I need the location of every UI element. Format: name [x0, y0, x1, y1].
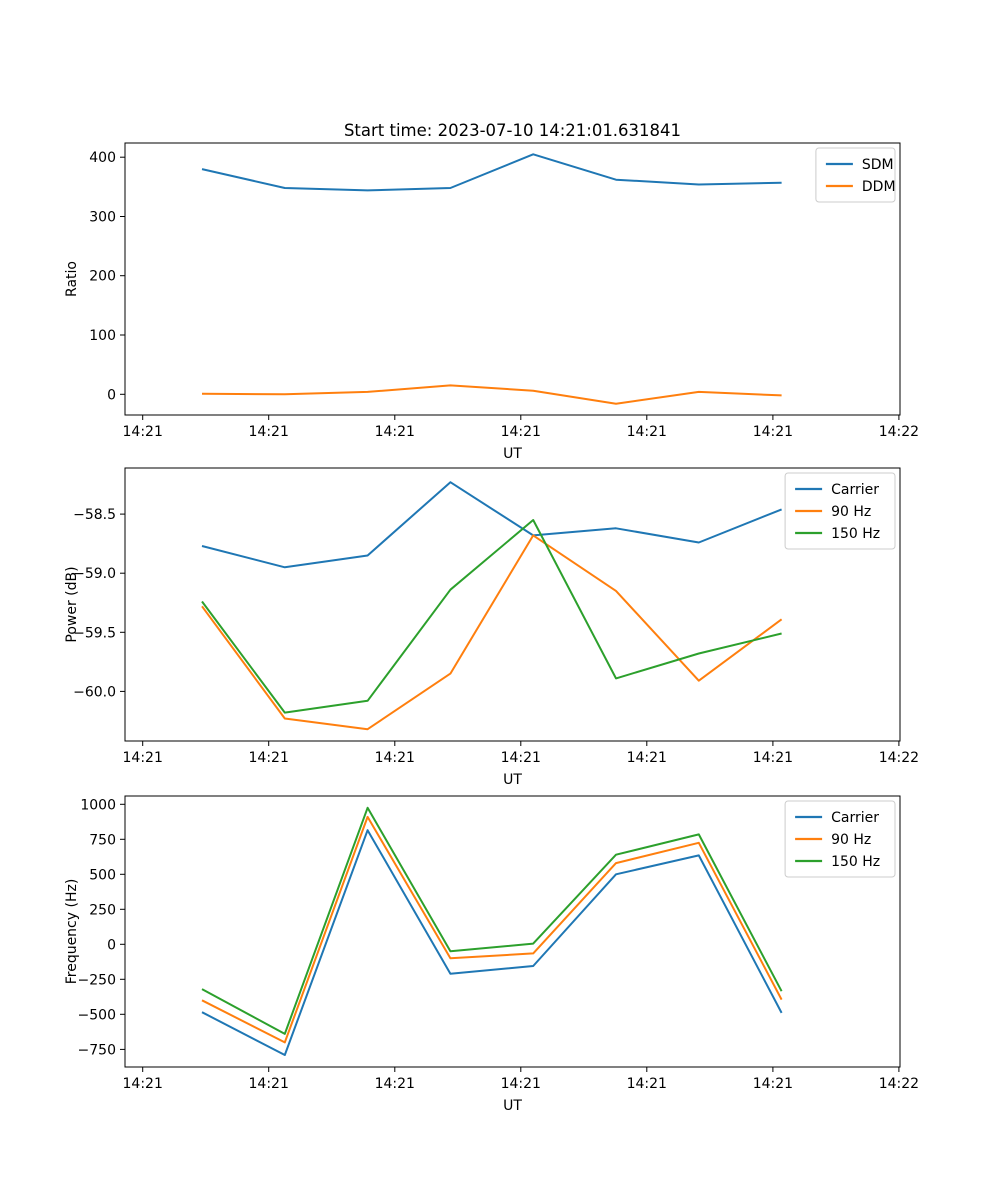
subplot-frequency: 14:21 14:21 14:21 14:21 14:21 14:21 14:22 1000 7… — [64, 795, 919, 1114]
y-tick-label: −750 — [78, 1042, 116, 1058]
y-tick-label: 200 — [89, 269, 116, 285]
x-tick-label: 14:21 — [501, 750, 541, 766]
series-line-carrier — [201, 481, 782, 569]
x-tick-label: 14:21 — [753, 750, 793, 766]
legend-label: 150 Hz — [831, 526, 880, 542]
y-axis-label: Ratio — [64, 261, 80, 297]
legend-box — [784, 800, 896, 878]
legend-label: 90 Hz — [831, 504, 871, 520]
x-tick-label: 14:22 — [879, 1076, 919, 1092]
y-tick-label: 250 — [89, 902, 116, 918]
x-tick-label: 14:21 — [501, 424, 541, 440]
axes-frame — [124, 142, 901, 416]
x-axis-label: UT — [503, 1098, 522, 1114]
x-tick-label: 14:21 — [249, 1076, 289, 1092]
x-tick-label: 14:21 — [375, 750, 415, 766]
legend-box — [815, 147, 896, 203]
legend-label: Carrier — [831, 482, 879, 498]
subplot-power: 14:21 14:21 14:21 14:21 14:21 14:21 14:22 −58.5… — [64, 467, 919, 788]
y-tick-label: −500 — [78, 1007, 116, 1023]
y-tick-label: −59.5 — [73, 625, 116, 641]
series-line-90-hz — [201, 815, 783, 1044]
x-tick-label: 14:21 — [627, 424, 667, 440]
x-axis-label: UT — [503, 446, 522, 462]
x-tick-label: 14:22 — [879, 750, 919, 766]
series-line-90-hz — [201, 534, 783, 731]
x-tick-label: 14:21 — [375, 424, 415, 440]
x-tick-label: 14:21 — [249, 750, 289, 766]
figure-title: Start time: 2023-07-10 14:21:01.631841 — [344, 121, 681, 140]
y-tick-label: −250 — [78, 972, 116, 988]
legend-label: SDM — [862, 157, 894, 173]
x-tick-label: 14:21 — [753, 424, 793, 440]
y-tick-label: −60.0 — [73, 684, 116, 700]
series-line-150-hz — [201, 519, 782, 714]
axes-frame — [124, 467, 901, 742]
x-tick-label: 14:21 — [123, 750, 163, 766]
x-tick-label: 14:21 — [123, 1076, 163, 1092]
legend-label: 150 Hz — [831, 854, 880, 870]
series-line-carrier — [201, 829, 783, 1056]
legend-box — [784, 472, 896, 550]
y-axis-label: Frequency (Hz) — [64, 879, 80, 985]
y-axis-label: Power (dB) — [64, 566, 80, 642]
y-tick-label: 1000 — [80, 797, 116, 813]
subplot-ratio: 14:21 14:21 14:21 14:21 14:21 14:21 14:22 0 100 2… — [64, 142, 919, 462]
y-tick-label: 0 — [107, 387, 116, 403]
x-tick-label: 14:21 — [375, 1076, 415, 1092]
axes-frame — [124, 795, 901, 1068]
series-line-150-hz — [201, 806, 783, 1035]
x-tick-label: 14:21 — [249, 424, 289, 440]
x-axis-label: UT — [503, 772, 522, 788]
y-tick-label: 0 — [107, 937, 116, 953]
y-tick-label: 750 — [89, 832, 116, 848]
series-line-ddm — [201, 384, 782, 405]
x-tick-label: 14:22 — [879, 424, 919, 440]
y-tick-label: −58.5 — [73, 507, 116, 523]
y-tick-label: 500 — [89, 867, 116, 883]
x-tick-label: 14:21 — [123, 424, 163, 440]
y-tick-label: 100 — [89, 328, 116, 344]
x-tick-label: 14:21 — [753, 1076, 793, 1092]
y-tick-label: 400 — [89, 150, 116, 166]
y-tick-label: 300 — [89, 210, 116, 226]
x-tick-label: 14:21 — [501, 1076, 541, 1092]
legend-label: Carrier — [831, 810, 879, 826]
legend-label: 90 Hz — [831, 832, 871, 848]
legend-label: DDM — [862, 179, 896, 195]
x-tick-label: 14:21 — [627, 1076, 667, 1092]
series-line-sdm — [201, 153, 782, 192]
x-tick-label: 14:21 — [627, 750, 667, 766]
y-tick-label: −59.0 — [73, 566, 116, 582]
